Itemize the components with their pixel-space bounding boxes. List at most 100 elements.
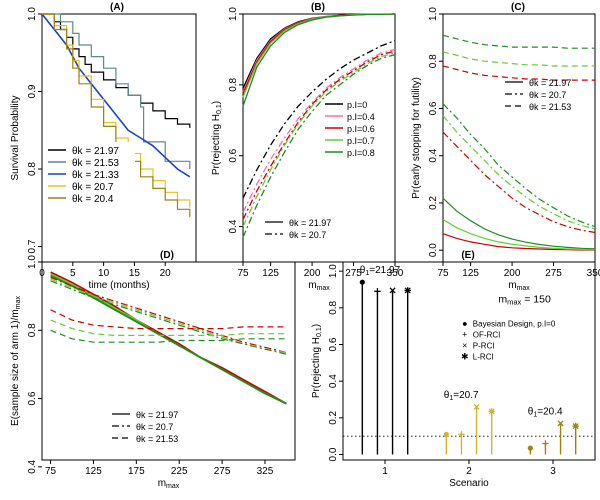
marker-stroke xyxy=(404,287,411,294)
rejection-curve-8 xyxy=(242,50,396,220)
x-tick-label: 75 xyxy=(437,268,449,279)
x-tick-label: 125 xyxy=(262,268,279,279)
x-tick-label: 3 xyxy=(550,466,556,477)
sample-size-curve-7 xyxy=(50,309,287,330)
x-axis-label-text: m xyxy=(308,280,316,291)
marker-star xyxy=(404,287,411,294)
rejection-curve-7 xyxy=(242,48,396,213)
futility-curve-8 xyxy=(442,51,595,67)
x-tick-label: 125 xyxy=(85,466,102,477)
marker-dot xyxy=(527,445,533,451)
legend-entry: θk = 21.97 xyxy=(136,410,178,420)
y-axis-label-end: ) xyxy=(211,101,222,104)
x-tick-label: 350 xyxy=(587,268,600,279)
marker-plus xyxy=(458,431,465,438)
x-tick-label: 15 xyxy=(129,268,141,279)
sample-size-curve-1 xyxy=(50,271,287,405)
y-axis-label-sub: 0,1 xyxy=(216,104,223,114)
y-axis-label-text: Pr(rejecting H xyxy=(311,337,322,398)
marker-cross xyxy=(389,287,396,294)
legend-entry: P-RCI xyxy=(473,341,495,350)
mmax-label: mmax = 150 xyxy=(498,293,551,306)
y-axis-label: Survival Probability xyxy=(10,95,21,180)
survival-curve-2 xyxy=(42,13,191,169)
x-axis-label: mmax xyxy=(158,478,180,490)
survival-curve-5 xyxy=(42,13,191,218)
x-tick-label: 20 xyxy=(160,268,172,279)
x-tick-label: 275 xyxy=(345,268,362,279)
legend-entry: θk = 21.53 xyxy=(136,434,178,444)
mmax-label-m: m xyxy=(498,293,507,305)
y-axis-label: E(sample size of arm 1)/mmax xyxy=(10,296,22,426)
y-tick-label: 0.4 xyxy=(328,374,339,388)
panel-title: (B) xyxy=(311,2,325,13)
marker-plus xyxy=(374,288,381,295)
legend-entry: θk = 21.53 xyxy=(529,102,571,112)
marker-stroke xyxy=(488,408,495,415)
x-tick-label: 275 xyxy=(214,466,231,477)
x-axis-label-text: m xyxy=(158,478,166,489)
scenario-label-theta: θ xyxy=(444,390,450,401)
legend-entry: p.I=0 xyxy=(347,100,367,110)
futility-curve-1 xyxy=(442,233,595,251)
mmax-label-value: = 150 xyxy=(521,293,551,305)
y-tick-label: 0.0 xyxy=(428,243,439,257)
futility-curve-2 xyxy=(442,218,596,251)
legend-entry: p.I=0.4 xyxy=(347,112,375,122)
y-tick-label: 0.2 xyxy=(428,196,439,210)
y-axis-label-end: ) xyxy=(311,324,322,327)
y-axis-label-text: Survival Probability xyxy=(10,95,21,180)
legend-entry: θk = 20.7 xyxy=(529,90,566,100)
x-axis-label-text: Scenario xyxy=(449,478,489,489)
x-tick-label: 350 xyxy=(387,268,404,279)
y-tick-label: 0.6 xyxy=(27,391,38,405)
y-tick-label: 0.6 xyxy=(228,148,239,162)
marker-stroke xyxy=(557,420,564,427)
marker-cross xyxy=(473,403,480,410)
y-tick-label: 0.6 xyxy=(428,101,439,115)
x-tick-label: 175 xyxy=(128,466,145,477)
panel-title: (E) xyxy=(461,250,474,261)
legend-entry: p.I=0.7 xyxy=(347,136,375,146)
scenario-label: θ1=20.4 xyxy=(528,406,563,418)
legend-symbol: + xyxy=(462,329,467,339)
x-tick-label: 10 xyxy=(98,268,110,279)
marker-dot xyxy=(359,279,365,285)
scenario-label-value: =20.7 xyxy=(453,390,479,401)
legend-entry: θk = 20.4 xyxy=(72,194,114,205)
y-axis-label-text: Pr(early stopping for futility) xyxy=(411,77,422,199)
y-tick-label: 1.0 xyxy=(228,7,239,21)
scenario-label: θ1=21.97 xyxy=(360,265,401,277)
panel-c: (C) 75 125 200 275 350 0.0 0.2 0.4 0.6 0.8 1.0 mmax P… xyxy=(411,2,600,292)
panel-d: (D)75 125 175 225 275 3250.40.60.81.0mmaxE(sa… xyxy=(10,250,296,490)
futility-curve-9 xyxy=(442,34,595,49)
legend-entry: OF-RCI xyxy=(473,330,501,339)
y-axis-label-sub: max xyxy=(15,296,22,310)
plot-frame xyxy=(242,13,396,263)
y-tick-label: 1.0 xyxy=(428,7,439,21)
scenario-label-sub: 1 xyxy=(533,411,537,418)
legend-entry: p.I=0.6 xyxy=(347,124,375,134)
legend-entry: θk = 21.97 xyxy=(289,218,331,228)
marker-plus xyxy=(542,440,549,447)
panel-title: (D) xyxy=(160,250,174,261)
marker-stroke xyxy=(473,403,480,410)
y-tick-label: 0.4 xyxy=(428,148,439,162)
panel-b: (B) 75 125 200 275 350 0.4 0.6 0.8 1.0 mmax Pr(reje… xyxy=(211,2,404,292)
futility-curve-7 xyxy=(442,65,595,81)
y-axis-label-text: E(sample size of arm 1)/m xyxy=(10,309,21,426)
y-tick-label: 1.0 xyxy=(27,7,38,21)
panel-title: (A) xyxy=(110,2,124,13)
panel-title: (C) xyxy=(511,2,525,13)
rejection-curve-10 xyxy=(242,54,396,238)
x-tick-label: 225 xyxy=(171,466,188,477)
y-tick-label: 0.8 xyxy=(228,77,239,91)
marker-dot xyxy=(443,431,449,437)
rejection-curve-6 xyxy=(242,39,396,199)
sample-size-curve-8 xyxy=(50,319,287,336)
x-axis-label-sub: max xyxy=(317,285,331,292)
y-tick-label: 0.8 xyxy=(328,300,339,314)
marker-cross xyxy=(557,420,564,427)
y-axis-label: Pr(early stopping for futility) xyxy=(411,77,422,199)
y-axis-label-text: Pr(rejecting H xyxy=(211,114,222,175)
